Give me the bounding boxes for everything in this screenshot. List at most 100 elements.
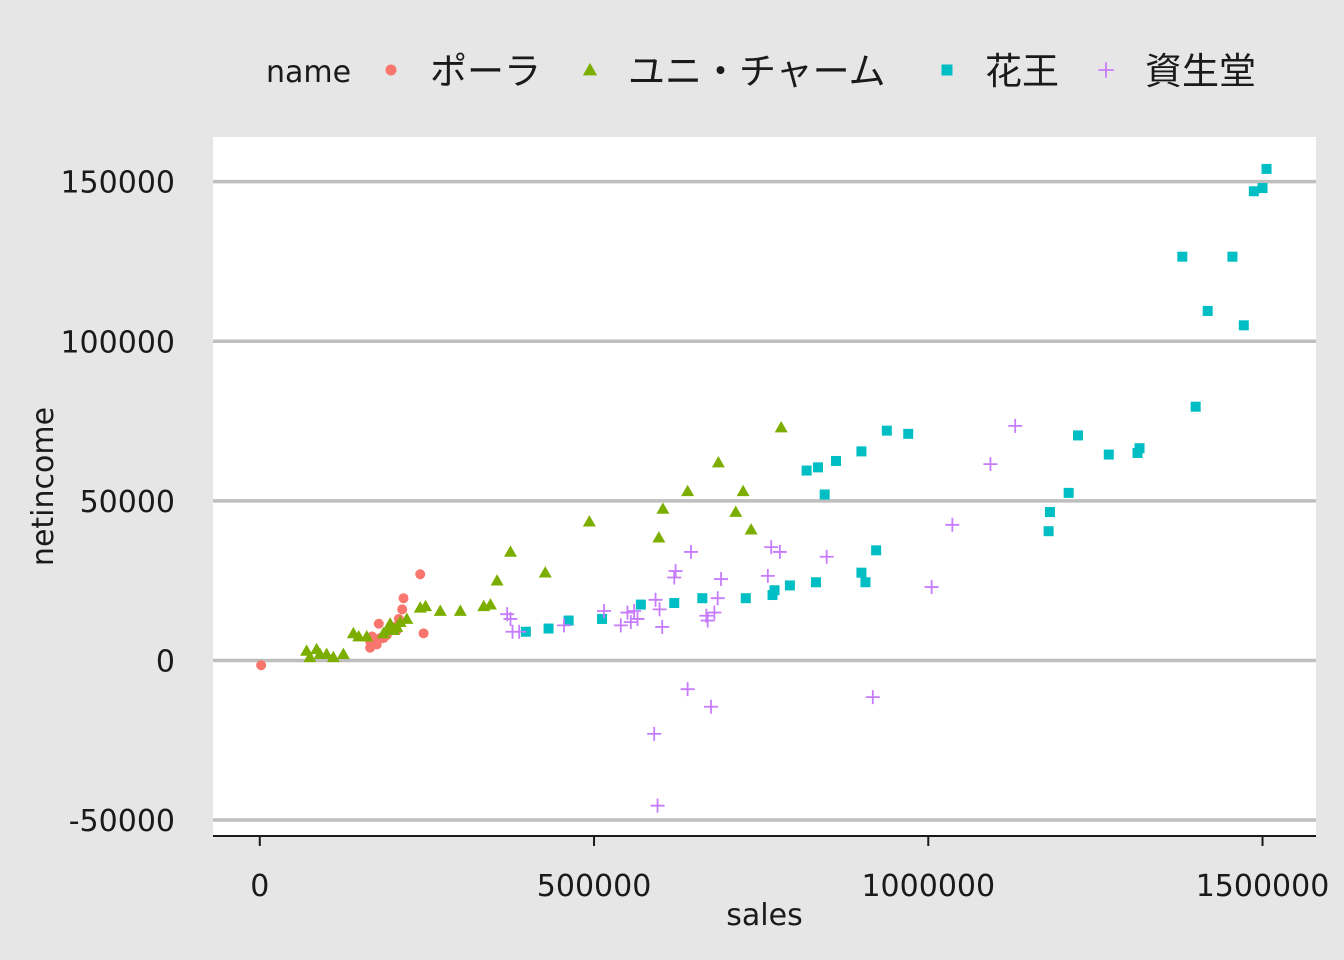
data-point bbox=[393, 615, 407, 628]
legend-key bbox=[1098, 62, 1114, 78]
data-point bbox=[652, 602, 667, 617]
data-point bbox=[810, 577, 821, 588]
data-point bbox=[819, 489, 830, 500]
x-tick-label: 500000 bbox=[537, 869, 652, 904]
data-point bbox=[710, 591, 725, 606]
data-point bbox=[903, 428, 914, 439]
data-point bbox=[772, 544, 787, 559]
data-point bbox=[700, 613, 715, 628]
data-points bbox=[256, 163, 1272, 813]
data-point bbox=[373, 618, 384, 629]
data-point bbox=[856, 567, 867, 578]
data-point bbox=[865, 690, 880, 705]
data-point bbox=[652, 531, 666, 543]
y-tick-label: 0 bbox=[156, 644, 175, 679]
legend-label: ポーラ bbox=[430, 50, 541, 93]
data-point bbox=[597, 613, 608, 624]
data-point bbox=[668, 564, 683, 579]
gridlines bbox=[213, 179, 1316, 822]
data-point bbox=[648, 592, 663, 607]
data-point bbox=[945, 517, 960, 532]
data-point bbox=[453, 604, 467, 616]
y-tick-label: 50000 bbox=[80, 485, 175, 520]
data-point bbox=[512, 624, 527, 639]
data-point bbox=[1177, 251, 1188, 262]
data-point bbox=[860, 577, 871, 588]
data-point bbox=[418, 628, 429, 639]
data-point bbox=[623, 615, 638, 630]
data-point bbox=[398, 593, 409, 604]
data-point bbox=[1044, 507, 1055, 518]
data-point bbox=[397, 604, 408, 615]
legend-label: ユニ・チャーム bbox=[628, 50, 886, 93]
data-point bbox=[635, 599, 646, 610]
data-point bbox=[326, 650, 340, 663]
data-point bbox=[683, 544, 698, 559]
data-point bbox=[1238, 320, 1249, 331]
data-point bbox=[415, 569, 426, 580]
y-tick-label: 150000 bbox=[60, 166, 175, 201]
x-tick-label: 0 bbox=[250, 869, 269, 904]
data-point bbox=[1227, 251, 1238, 262]
data-point bbox=[871, 545, 882, 556]
data-point bbox=[556, 618, 571, 633]
data-point bbox=[812, 462, 823, 473]
data-point bbox=[760, 568, 775, 583]
data-point bbox=[983, 457, 998, 472]
data-point bbox=[669, 598, 680, 608]
data-point bbox=[764, 540, 779, 555]
series-1 bbox=[300, 420, 788, 663]
data-point bbox=[597, 603, 612, 618]
data-point bbox=[503, 611, 518, 626]
data-point bbox=[650, 798, 665, 813]
legend-label: 花王 bbox=[985, 50, 1059, 93]
data-point bbox=[613, 618, 628, 633]
data-point bbox=[801, 465, 812, 476]
data-point bbox=[681, 484, 695, 497]
data-point bbox=[360, 630, 374, 642]
data-point bbox=[647, 726, 662, 741]
data-point bbox=[667, 570, 682, 585]
y-tick-label: -50000 bbox=[69, 804, 175, 839]
data-point bbox=[1063, 487, 1074, 498]
series-3 bbox=[500, 418, 1023, 813]
legend-key bbox=[582, 62, 598, 76]
legend-key bbox=[385, 64, 397, 76]
data-point bbox=[303, 650, 317, 663]
data-point bbox=[483, 598, 497, 610]
data-point bbox=[831, 455, 842, 466]
data-point bbox=[740, 593, 751, 604]
data-point bbox=[543, 623, 554, 634]
data-point bbox=[419, 599, 433, 612]
data-point bbox=[729, 505, 743, 517]
data-point bbox=[538, 566, 552, 578]
data-point bbox=[881, 425, 892, 436]
data-point bbox=[736, 484, 750, 497]
data-point bbox=[924, 580, 939, 595]
data-point bbox=[1248, 186, 1259, 197]
data-point bbox=[655, 619, 670, 634]
data-point bbox=[1202, 305, 1213, 316]
data-point bbox=[1190, 401, 1201, 412]
data-point bbox=[336, 647, 350, 659]
data-point bbox=[1103, 449, 1114, 460]
data-point bbox=[714, 572, 729, 587]
data-point bbox=[620, 605, 635, 620]
legend-title: name bbox=[266, 55, 351, 90]
data-point bbox=[320, 647, 334, 659]
data-point bbox=[433, 604, 447, 616]
data-point bbox=[1257, 183, 1268, 194]
legend-key bbox=[941, 64, 953, 76]
data-point bbox=[490, 574, 504, 586]
data-point bbox=[697, 593, 708, 604]
data-point bbox=[256, 660, 267, 671]
legend-label: 資生堂 bbox=[1145, 50, 1256, 93]
data-point bbox=[1008, 418, 1023, 433]
plot-panel bbox=[213, 137, 1316, 836]
data-point bbox=[1134, 443, 1145, 454]
data-point bbox=[1043, 526, 1054, 537]
data-point bbox=[769, 585, 780, 596]
data-point bbox=[503, 545, 517, 557]
data-point bbox=[627, 603, 642, 618]
